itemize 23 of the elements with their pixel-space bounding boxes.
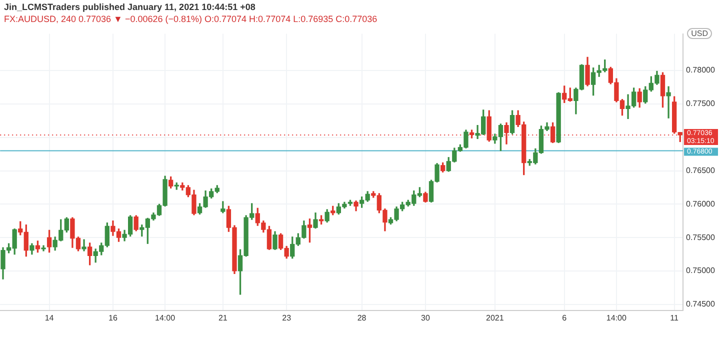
y-tick-label: 0.76000: [686, 199, 716, 208]
chart-subtitle: FX:AUDUSD, 240 0.77036 ▼ −0.00626 (−0.81%) O:0.77074 H:0.77074 L:0.76935 C:0.77036: [4, 14, 378, 24]
y-tick-label: 0.74500: [686, 300, 716, 309]
x-tick-label: 28: [357, 313, 367, 322]
y-axis-title: USD: [687, 28, 712, 39]
x-tick-label: 23: [282, 313, 292, 322]
x-tick-label: 30: [421, 313, 430, 322]
chart-title: Jin_LCMSTraders published January 11, 2021 10:44:51 +08: [4, 2, 256, 12]
y-tick-label: 0.75000: [686, 266, 716, 276]
x-tick-label: 21: [218, 313, 228, 322]
candlestick: [666, 86, 671, 118]
x-tick-label: 14: [44, 313, 54, 322]
x-tick-label: 14:00: [606, 313, 627, 322]
x-tick-label: 2021: [486, 313, 504, 322]
candlestick: [82, 239, 86, 252]
y-tick-label: 0.76500: [686, 166, 716, 175]
x-tick-label: 16: [108, 313, 118, 322]
x-tick-label: 11: [670, 313, 680, 322]
y-tick-label: 0.75500: [686, 232, 716, 242]
x-tick-label: 6: [562, 313, 568, 322]
y-tick-label: 0.77500: [686, 99, 716, 108]
x-tick-label: 14:00: [155, 313, 176, 322]
y-tick-label: 0.78000: [686, 66, 716, 75]
